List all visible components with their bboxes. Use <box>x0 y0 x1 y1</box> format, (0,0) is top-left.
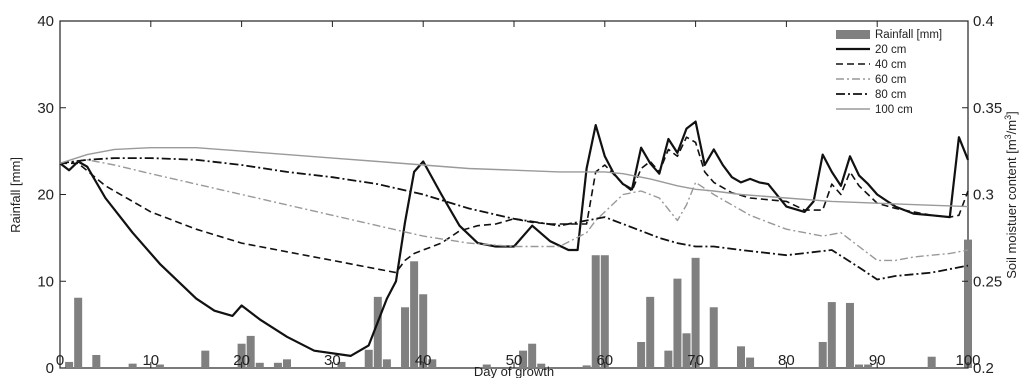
rainfall-bar <box>237 343 246 368</box>
rainfall-bar <box>691 257 700 368</box>
y2-tick-label: 0.3 <box>973 187 994 204</box>
x-tick-label: 90 <box>869 352 886 369</box>
y2-axis-ticks: 0.2 0.25 0.3 0.35 0.4 <box>962 13 1002 377</box>
y2-unit-end: ] <box>1004 111 1019 115</box>
y-tick-label: 0 <box>46 360 54 377</box>
rainfall-bar <box>746 357 755 368</box>
rainfall-bar <box>964 239 972 368</box>
rainfall-bar <box>337 361 346 368</box>
y-axis-label: Rainfall [mm] <box>8 157 23 233</box>
legend-label-80-cm: 80 cm <box>875 89 906 101</box>
rainfall-bar <box>519 350 528 368</box>
x-axis-label: Day of growth <box>474 364 554 378</box>
y-axis-ticks: 0 10 20 30 40 <box>37 13 66 377</box>
y2-axis-label: Soil moistuer content [m3/m3] <box>1003 111 1019 279</box>
rainfall-bar <box>255 362 264 368</box>
x-tick-label: 60 <box>596 352 613 369</box>
rainfall-bar <box>74 297 83 368</box>
rainfall-bar <box>419 294 428 368</box>
x-tick-label: 20 <box>233 352 250 369</box>
legend-label-rainfall: Rainfall [mm] <box>875 29 942 41</box>
rainfall-bar <box>482 364 491 368</box>
rainfall-bar <box>709 307 718 368</box>
rainfall-bar <box>646 296 655 368</box>
series-line-100-cm <box>59 146 969 208</box>
x-tick-label: 50 <box>506 352 523 369</box>
y-tick-label: 40 <box>37 13 54 30</box>
x-tick-label: 80 <box>778 352 795 369</box>
rainfall-bar <box>673 278 682 368</box>
rainfall-bar <box>818 341 827 368</box>
rainfall-bar <box>401 307 410 368</box>
y2-tick-label: 0.35 <box>973 100 1002 117</box>
y2-unit-a: 3 <box>1003 134 1013 139</box>
rainfall-bar <box>65 361 74 368</box>
legend-label-60-cm: 60 cm <box>875 74 906 86</box>
legend: Rainfall [mm] 20 cm 40 cm 60 cm 80 cm 100 cm <box>836 29 942 116</box>
x-tick-label: 0 <box>56 352 64 369</box>
rainfall-bar <box>600 255 609 368</box>
x-tick-label: 40 <box>415 352 432 369</box>
y2-tick-label: 0.2 <box>973 360 994 377</box>
series-line-40-cm <box>60 136 969 274</box>
y-tick-label: 30 <box>37 100 54 117</box>
rainfall-bar <box>637 341 646 368</box>
rainfall-bar <box>591 255 600 368</box>
rainfall-bar <box>582 365 591 368</box>
series-line-60-cm <box>59 159 969 262</box>
rainfall-bar <box>155 364 164 368</box>
legend-swatch-rainfall <box>836 30 870 39</box>
rainfall-bar <box>682 333 691 368</box>
rainfall-bar <box>92 354 101 368</box>
rainfall-bar <box>382 359 391 368</box>
y-tick-label: 10 <box>37 273 54 290</box>
legend-label-100-cm: 100 cm <box>875 104 913 116</box>
x-axis-ticks: 0 10 20 30 40 50 60 70 80 90 100 <box>56 21 981 369</box>
legend-label-20-cm: 20 cm <box>875 44 906 56</box>
rainfall-bar <box>410 261 419 368</box>
rainfall-bars <box>65 239 972 368</box>
rainfall-bar <box>827 302 836 368</box>
y2-unit-mid: /m <box>1004 120 1019 134</box>
rainfall-bar <box>864 364 873 368</box>
x-tick-label: 70 <box>687 352 704 369</box>
rainfall-bar <box>201 350 210 368</box>
rainfall-bar <box>845 302 854 368</box>
rainfall-bar <box>927 356 936 368</box>
rainfall-bar <box>737 346 745 368</box>
series-line-80-cm <box>59 157 969 281</box>
rainfall-bar <box>373 296 382 368</box>
y-tick-label: 20 <box>37 187 54 204</box>
x-tick-label: 30 <box>324 352 341 369</box>
rainfall-bar <box>528 343 537 368</box>
legend-label-40-cm: 40 cm <box>875 59 906 71</box>
y2-unit-b: 3 <box>1003 115 1013 120</box>
moisture-lines <box>59 120 970 357</box>
rainfall-bar <box>246 335 255 368</box>
rainfall-bar <box>428 359 437 368</box>
rainfall-bar <box>664 350 673 368</box>
rainfall-bar <box>364 349 373 368</box>
y2-tick-label: 0.25 <box>973 273 1002 290</box>
rainfall-bar <box>273 362 282 368</box>
rainfall-bar <box>283 359 291 368</box>
rainfall-bar <box>128 363 137 368</box>
x-tick-label: 100 <box>955 352 980 369</box>
y2-tick-label: 0.4 <box>973 13 994 30</box>
rainfall-bar <box>537 363 546 368</box>
x-tick-label: 10 <box>142 352 159 369</box>
rainfall-bar <box>855 364 864 368</box>
